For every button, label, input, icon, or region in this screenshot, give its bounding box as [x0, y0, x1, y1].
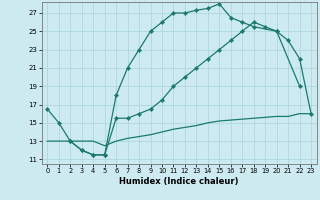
X-axis label: Humidex (Indice chaleur): Humidex (Indice chaleur): [119, 177, 239, 186]
